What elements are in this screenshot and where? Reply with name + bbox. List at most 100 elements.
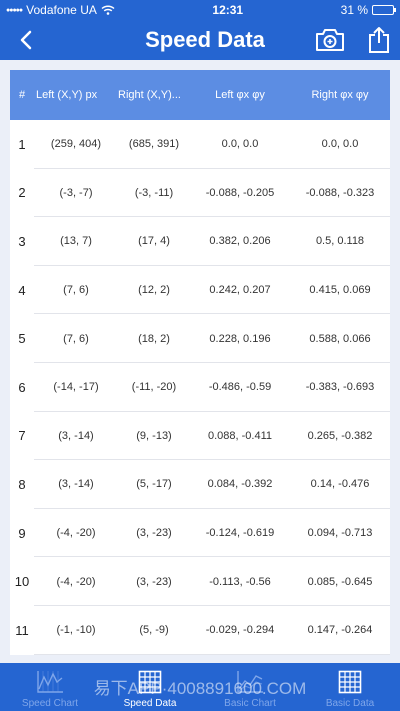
cell-left-phi: 0.382, 0.206	[209, 235, 271, 248]
cell-left-xy: (3, -14)	[58, 478, 94, 491]
chevron-left-icon	[20, 30, 32, 50]
cell-right-xy: (-3, -11)	[134, 186, 174, 199]
cell-index: 11	[15, 622, 29, 638]
header-left-phi: Left φx φy	[215, 89, 265, 101]
carrier-label: Vodafone UA	[26, 3, 97, 17]
cell-left-xy: (-4, -20)	[56, 575, 96, 588]
cell-index: 10	[14, 574, 30, 590]
clock: 12:31	[212, 3, 244, 17]
cell-left-xy: (-3, -7)	[59, 186, 93, 199]
cell-left-phi: -0.486, -0.59	[208, 381, 272, 394]
header-left-xy: Left (X,Y) px	[36, 89, 98, 101]
cell-right-xy: (18, 2)	[138, 332, 170, 345]
cell-left-phi: 0.0, 0.0	[221, 138, 259, 151]
cell-right-phi: 0.415, 0.069	[309, 284, 371, 297]
table-row[interactable]: 3 (13, 7) (17, 4) 0.382, 0.206 0.5, 0.11…	[10, 217, 390, 266]
cell-index: 3	[18, 233, 26, 249]
table-row[interactable]: 1 (259, 404) (685, 391) 0.0, 0.0 0.0, 0.…	[10, 120, 390, 169]
tab-label: Basic Data	[325, 698, 375, 709]
cell-left-xy: (3, -14)	[58, 429, 94, 442]
cell-right-phi: 0.265, -0.382	[307, 429, 373, 442]
table-row[interactable]: 8 (3, -14) (5, -17) 0.084, -0.392 0.14, …	[10, 460, 390, 509]
cell-left-xy: (-14, -17)	[53, 381, 99, 394]
cell-left-phi: 0.088, -0.411	[207, 429, 272, 442]
cell-index: 4	[18, 282, 26, 298]
area-chart-icon	[237, 671, 263, 693]
cell-right-phi: 0.5, 0.118	[315, 235, 365, 248]
cell-index: 7	[18, 428, 26, 444]
tab-basic-data[interactable]: Basic Data	[300, 663, 400, 711]
tab-bar: Speed Chart Speed Data Basic Chart	[0, 663, 400, 711]
cell-left-phi: -0.088, -0.205	[205, 186, 275, 199]
tab-label: Basic Chart	[224, 698, 276, 709]
share-icon	[369, 27, 389, 53]
cell-right-xy: (3, -23)	[136, 575, 172, 588]
line-chart-icon	[37, 671, 63, 693]
cell-right-phi: 0.588, 0.066	[309, 332, 371, 345]
tab-label: Speed Data	[123, 698, 177, 709]
header-right-xy: Right (X,Y)...	[118, 89, 181, 101]
table-row[interactable]: 10 (-4, -20) (3, -23) -0.113, -0.56 0.08…	[10, 557, 390, 606]
header-index: #	[18, 89, 26, 101]
tab-speed-chart[interactable]: Speed Chart	[0, 663, 100, 711]
cell-left-phi: 0.228, 0.196	[209, 332, 271, 345]
cell-left-xy: (13, 7)	[60, 235, 92, 248]
tab-speed-data[interactable]: Speed Data	[100, 663, 200, 711]
cell-right-phi: 0.085, -0.645	[307, 575, 373, 588]
battery-percent: 31 %	[340, 3, 368, 17]
navigation-bar: Speed Data	[0, 20, 400, 60]
cell-index: 2	[18, 185, 26, 201]
cell-left-xy: (7, 6)	[63, 284, 89, 297]
cell-right-xy: (17, 4)	[138, 235, 170, 248]
back-button[interactable]	[14, 26, 38, 54]
cell-right-phi: 0.094, -0.713	[307, 527, 373, 540]
cell-left-xy: (259, 404)	[50, 138, 102, 151]
cell-right-xy: (5, -9)	[139, 624, 169, 637]
header-right-phi: Right φx φy	[311, 89, 369, 101]
grid-table-icon	[338, 670, 362, 694]
cell-index: 5	[18, 331, 26, 347]
cell-right-xy: (5, -17)	[136, 478, 172, 491]
battery-icon	[372, 5, 396, 15]
tab-label: Speed Chart	[21, 698, 79, 709]
table-row[interactable]: 4 (7, 6) (12, 2) 0.242, 0.207 0.415, 0.0…	[10, 266, 390, 315]
cell-index: 9	[18, 525, 26, 541]
cell-left-phi: -0.124, -0.619	[205, 527, 275, 540]
cell-left-phi: 0.084, -0.392	[207, 478, 273, 491]
cell-right-xy: (685, 391)	[128, 138, 180, 151]
cell-right-xy: (3, -23)	[136, 527, 172, 540]
cell-index: 6	[18, 379, 26, 395]
status-bar: ●●●●● Vodafone UA 12:31 31 %	[0, 0, 400, 20]
table-header: # Left (X,Y) px Right (X,Y)... Left φx φ…	[10, 70, 390, 120]
table-row[interactable]: 2 (-3, -7) (-3, -11) -0.088, -0.205 -0.0…	[10, 169, 390, 218]
cell-left-xy: (7, 6)	[63, 332, 89, 345]
table-row[interactable]: 6 (-14, -17) (-11, -20) -0.486, -0.59 -0…	[10, 363, 390, 412]
wifi-icon	[101, 5, 115, 15]
cell-right-phi: 0.147, -0.264	[307, 624, 373, 637]
cell-left-phi: -0.029, -0.294	[205, 624, 275, 637]
cell-right-xy: (12, 2)	[138, 284, 170, 297]
cell-left-phi: 0.242, 0.207	[209, 284, 271, 297]
table-row[interactable]: 9 (-4, -20) (3, -23) -0.124, -0.619 0.09…	[10, 509, 390, 558]
cell-left-xy: (-1, -10)	[56, 624, 96, 637]
table-row[interactable]: 11 (-1, -10) (5, -9) -0.029, -0.294 0.14…	[10, 606, 390, 655]
camera-icon	[316, 29, 344, 51]
speed-data-table: # Left (X,Y) px Right (X,Y)... Left φx φ…	[10, 70, 390, 655]
cell-right-phi: 0.14, -0.476	[310, 478, 370, 491]
signal-icon: ●●●●●	[6, 6, 23, 14]
tab-basic-chart[interactable]: Basic Chart	[200, 663, 300, 711]
cell-left-xy: (-4, -20)	[56, 527, 96, 540]
content-area: # Left (X,Y) px Right (X,Y)... Left φx φ…	[0, 60, 400, 663]
cell-index: 1	[18, 136, 26, 152]
page-title: Speed Data	[145, 27, 265, 52]
cell-right-phi: 0.0, 0.0	[321, 138, 359, 151]
cell-index: 8	[18, 476, 26, 492]
cell-right-xy: (-11, -20)	[131, 381, 177, 394]
cell-right-xy: (9, -13)	[136, 429, 172, 442]
share-button[interactable]	[368, 26, 390, 54]
camera-button[interactable]	[314, 27, 346, 53]
grid-table-icon	[138, 670, 162, 694]
cell-left-phi: -0.113, -0.56	[209, 575, 271, 588]
table-row[interactable]: 5 (7, 6) (18, 2) 0.228, 0.196 0.588, 0.0…	[10, 314, 390, 363]
table-row[interactable]: 7 (3, -14) (9, -13) 0.088, -0.411 0.265,…	[10, 412, 390, 461]
